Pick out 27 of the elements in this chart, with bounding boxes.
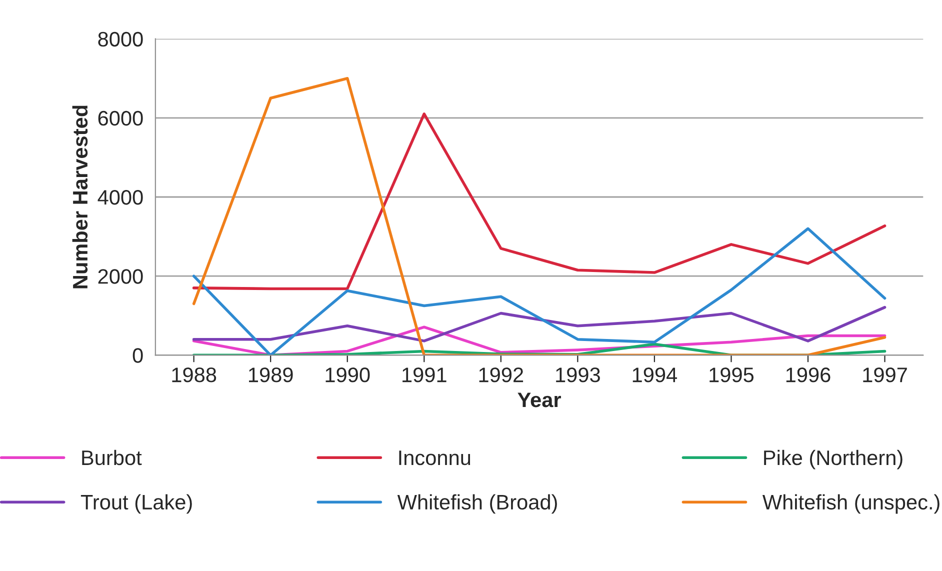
line-series — [192, 306, 886, 342]
x-tick-label: 1993 — [556, 368, 600, 382]
y-tick-label: 0 — [132, 348, 143, 363]
x-tick-label: 1992 — [479, 368, 524, 382]
line-series — [192, 227, 886, 356]
x-tick-label: 1988 — [172, 368, 216, 382]
x-tick-label: 1996 — [786, 368, 830, 382]
y-tick-label: 2000 — [98, 269, 143, 284]
y-tick-label: 6000 — [98, 110, 143, 126]
x-tick-label: 1995 — [710, 368, 754, 382]
legend-label: Whitefish (Broad) — [397, 494, 557, 514]
x-tick-label: 1991 — [402, 368, 446, 382]
x-axis-title: Year — [518, 392, 561, 408]
y-axis-title: Number Harvested — [72, 106, 88, 288]
y-tick-label: 4000 — [98, 190, 143, 205]
line-series — [192, 76, 886, 356]
x-tick-label: 1989 — [249, 368, 293, 382]
legend-label: Burbot — [82, 450, 142, 466]
x-tick-label: 1994 — [632, 368, 678, 382]
x-tick-label: 1997 — [863, 368, 907, 382]
legend-label: Inconnu — [399, 450, 470, 466]
legend-label: Trout (Lake) — [80, 494, 192, 514]
legend-label: Pike (Northern) — [764, 450, 902, 470]
legend-label: Whitefish (unspec.) — [762, 494, 940, 514]
line-series — [192, 112, 886, 290]
x-tick-label: 1990 — [326, 368, 370, 382]
y-tick-label: 8000 — [98, 32, 143, 47]
